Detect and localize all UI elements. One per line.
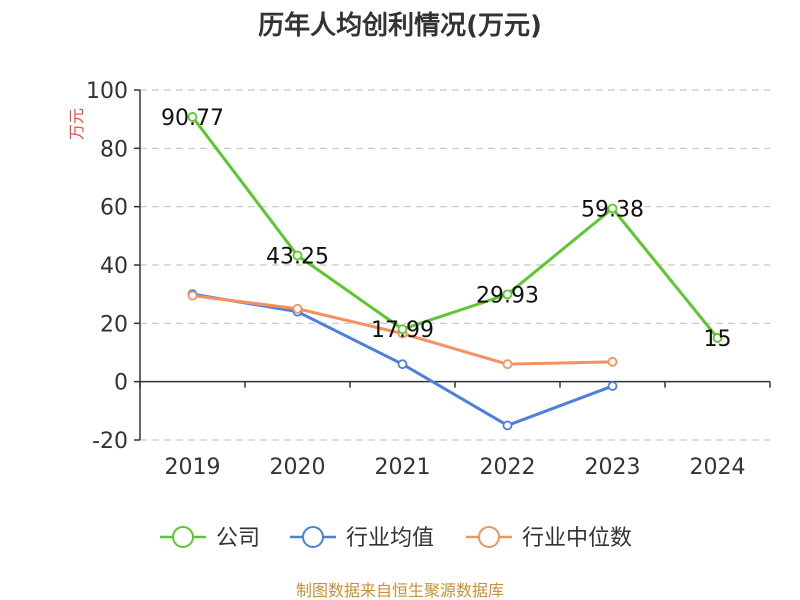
legend-swatch-marker bbox=[302, 526, 324, 548]
y-tick-label: 40 bbox=[100, 254, 128, 279]
data-point bbox=[187, 112, 198, 122]
data-point bbox=[397, 359, 408, 370]
chart-title: 历年人均创利情况(万元) bbox=[258, 10, 542, 41]
data-point bbox=[502, 359, 513, 370]
data-point bbox=[187, 290, 198, 301]
data-point bbox=[292, 250, 303, 261]
data-labels: 90.77 43.25 17.99 29.93 59.38 15 bbox=[161, 106, 731, 352]
legend-label: 公司 bbox=[216, 526, 260, 551]
legend-swatch-marker bbox=[478, 526, 500, 548]
data-point bbox=[607, 381, 618, 391]
data-point bbox=[712, 333, 723, 343]
y-tick-label: 80 bbox=[100, 137, 128, 162]
data-label: 29.93 bbox=[476, 283, 539, 308]
axes: -20 0 20 40 60 80 100 2019 2020 2021 2022 2023 2024 bbox=[86, 79, 771, 480]
y-tick-label: -20 bbox=[92, 429, 128, 454]
legend-swatch-marker bbox=[172, 526, 194, 548]
x-tick-label: 2021 bbox=[375, 455, 431, 480]
data-point bbox=[502, 420, 513, 431]
x-tick-label: 2019 bbox=[165, 455, 221, 480]
data-point bbox=[607, 203, 618, 214]
series-lines bbox=[187, 112, 723, 431]
data-point bbox=[607, 356, 618, 367]
x-tick-label: 2024 bbox=[690, 455, 746, 480]
data-point bbox=[397, 324, 408, 335]
legend-label: 行业均值 bbox=[346, 526, 434, 551]
legend-label: 行业中位数 bbox=[522, 526, 632, 551]
data-label: 17.99 bbox=[371, 318, 434, 343]
x-tick-label: 2020 bbox=[270, 455, 326, 480]
data-point bbox=[292, 303, 303, 314]
data-point bbox=[502, 289, 513, 300]
y-tick-label: 20 bbox=[100, 312, 128, 337]
y-tick-label: 100 bbox=[86, 79, 128, 104]
y-tick-label: 0 bbox=[114, 371, 128, 396]
y-tick-label: 60 bbox=[100, 196, 128, 221]
y-axis-label: 万元 bbox=[67, 108, 86, 140]
data-label: 15 bbox=[704, 327, 732, 352]
data-label: 59.38 bbox=[581, 197, 644, 222]
data-label: 90.77 bbox=[161, 106, 224, 131]
series-line-0 bbox=[191, 116, 719, 339]
x-tick-label: 2023 bbox=[585, 455, 641, 480]
legend: 公司 行业均值 行业中位数 bbox=[160, 526, 632, 551]
grid-lines bbox=[140, 89, 770, 441]
source-note: 制图数据来自恒生聚源数据库 bbox=[296, 581, 504, 600]
x-tick-label: 2022 bbox=[480, 455, 536, 480]
data-label: 43.25 bbox=[266, 245, 329, 270]
